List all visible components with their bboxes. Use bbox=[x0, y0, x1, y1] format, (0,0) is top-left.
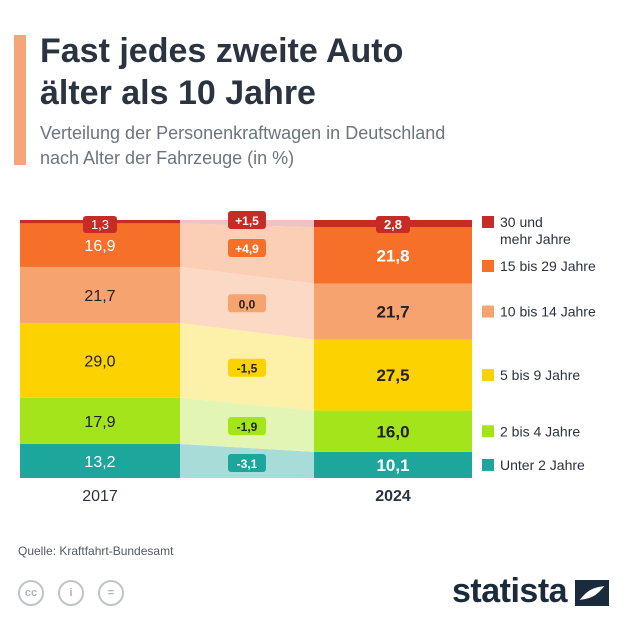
value-label-2024-2-bis-4-jahre: 16,0 bbox=[376, 422, 409, 441]
bar-2017-10-bis-14-jahre bbox=[20, 266, 180, 323]
bar-2017-5-bis-9-jahre bbox=[20, 322, 180, 398]
legend-swatch-30-und-mehr-jahre bbox=[482, 216, 494, 228]
x-tick-label-2024: 2024 bbox=[375, 488, 411, 505]
value-label-2017-10-bis-14-jahre: 21,7 bbox=[84, 288, 115, 305]
statista-logo[interactable]: statista bbox=[452, 572, 568, 610]
bar-2024-15-bis-29-jahre bbox=[314, 227, 472, 284]
legend-swatch-2-bis-4-jahre bbox=[482, 425, 494, 438]
attribution-icon: i bbox=[58, 580, 84, 606]
label-badge-2024-30-und-mehr-jahre bbox=[376, 216, 410, 233]
cc-license-icon: cc bbox=[18, 580, 44, 606]
legend-label-10-bis-14-jahre: 10 bis 14 Jahre bbox=[500, 304, 596, 320]
bar-2017-unter-2-jahre bbox=[20, 443, 180, 478]
source-note: Quelle: Kraftfahrt-Bundesamt bbox=[18, 544, 174, 558]
chart-title: Fast jedes zweite Auto älter als 10 Jahr… bbox=[40, 30, 600, 114]
value-label-2024-10-bis-14-jahre: 21,7 bbox=[376, 303, 409, 322]
legend-swatch-10-bis-14-jahre bbox=[482, 305, 494, 318]
change-label-10-bis-14-jahre: 0,0 bbox=[239, 297, 256, 311]
value-label-2017-15-bis-29-jahre: 16,9 bbox=[84, 238, 115, 255]
title-line-1: Fast jedes zweite Auto bbox=[40, 32, 404, 70]
legend-swatch-unter-2-jahre bbox=[482, 458, 494, 471]
change-label-2-bis-4-jahre: -1,9 bbox=[237, 420, 258, 434]
subtitle-line-2: nach Alter der Fahrzeuge (in %) bbox=[40, 148, 295, 168]
bar-2024-10-bis-14-jahre bbox=[314, 283, 472, 340]
change-badge-30-und-mehr-jahre bbox=[228, 211, 266, 229]
value-label-2017-30-und-mehr-jahre: 1,3 bbox=[91, 217, 109, 232]
change-badge-10-bis-14-jahre bbox=[228, 294, 266, 313]
value-label-2017-5-bis-9-jahre: 29,0 bbox=[84, 353, 115, 370]
change-badge-15-bis-29-jahre bbox=[228, 239, 266, 257]
statista-logo-icon bbox=[575, 580, 609, 606]
legend-label-5-bis-9-jahre: 5 bis 9 Jahre bbox=[500, 367, 580, 383]
legend-label-30-und-mehr-jahre-line-1: 30 und bbox=[500, 214, 543, 230]
title-accent-bar bbox=[14, 35, 26, 165]
value-label-2024-15-bis-29-jahre: 21,8 bbox=[376, 246, 409, 265]
title-line-2: älter als 10 Jahre bbox=[40, 74, 316, 112]
value-label-2017-2-bis-4-jahre: 17,9 bbox=[84, 414, 115, 431]
legend-label-15-bis-29-jahre: 15 bis 29 Jahre bbox=[500, 258, 596, 274]
change-label-unter-2-jahre: -3,1 bbox=[237, 457, 258, 471]
bar-2017-2-bis-4-jahre bbox=[20, 397, 180, 444]
value-label-2024-unter-2-jahre: 10,1 bbox=[376, 456, 409, 475]
change-badge-2-bis-4-jahre bbox=[228, 417, 266, 436]
legend-swatch-5-bis-9-jahre bbox=[482, 369, 494, 382]
bar-2024-5-bis-9-jahre bbox=[314, 339, 472, 411]
no-derivatives-icon: = bbox=[98, 580, 124, 606]
legend-label-30-und-mehr-jahre-line-2: mehr Jahre bbox=[500, 231, 571, 247]
change-label-15-bis-29-jahre: +4,9 bbox=[235, 242, 259, 256]
legend-label-unter-2-jahre: Unter 2 Jahre bbox=[500, 457, 585, 473]
x-tick-label-2017: 2017 bbox=[82, 488, 118, 505]
subtitle-line-1: Verteilung der Personenkraftwagen in Deu… bbox=[40, 123, 446, 143]
change-label-5-bis-9-jahre: -1,5 bbox=[237, 362, 258, 376]
change-badge-unter-2-jahre bbox=[228, 453, 266, 472]
bar-2024-2-bis-4-jahre bbox=[314, 410, 472, 452]
change-label-30-und-mehr-jahre: +1,5 bbox=[235, 214, 259, 228]
value-label-2024-5-bis-9-jahre: 27,5 bbox=[376, 366, 409, 385]
chart-subtitle: Verteilung der Personenkraftwagen in Deu… bbox=[40, 121, 600, 171]
legend-swatch-15-bis-29-jahre bbox=[482, 260, 494, 272]
bar-2024-unter-2-jahre bbox=[314, 451, 472, 478]
value-label-2024-30-und-mehr-jahre: 2,8 bbox=[384, 217, 402, 232]
legend-label-2-bis-4-jahre: 2 bis 4 Jahre bbox=[500, 423, 580, 439]
label-badge-2017-30-und-mehr-jahre bbox=[83, 216, 117, 233]
value-label-2017-unter-2-jahre: 13,2 bbox=[84, 454, 115, 471]
change-badge-5-bis-9-jahre bbox=[228, 358, 266, 377]
